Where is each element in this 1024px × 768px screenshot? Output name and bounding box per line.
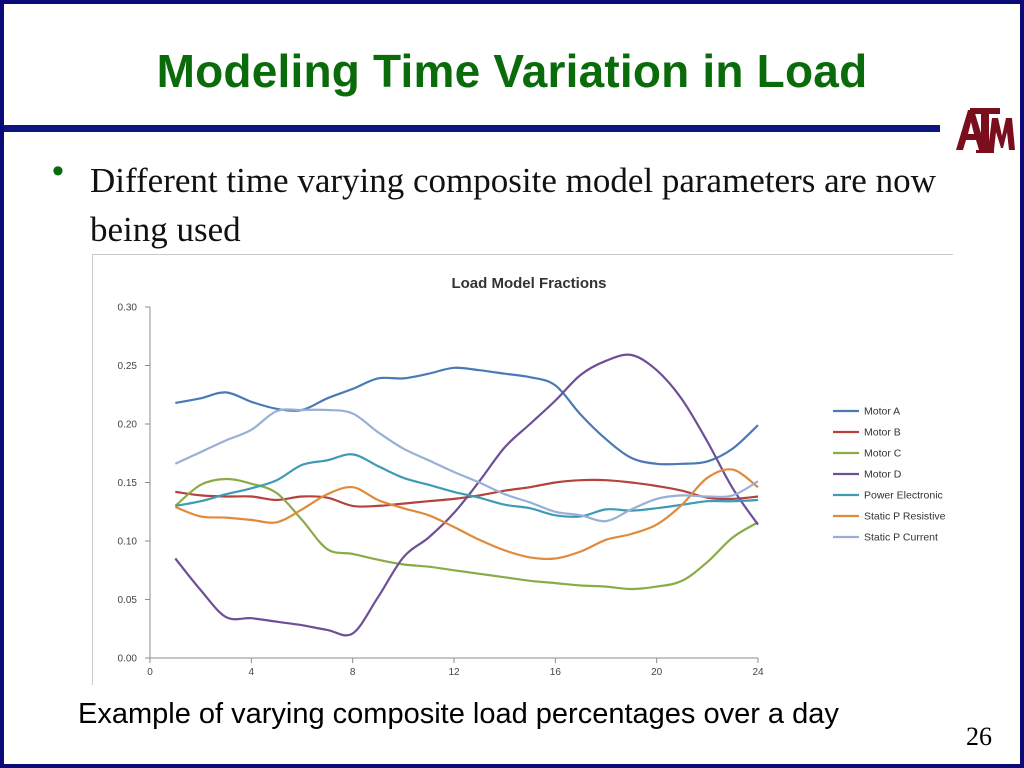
y-tick-label: 0.30 [118, 303, 138, 314]
x-tick-label: 4 [249, 667, 255, 678]
chart-frame: Load Model Fractions 0.00 0.05 0.10 0.15 0.20… [92, 254, 953, 685]
legend-label-motor-c: Motor C [864, 448, 902, 460]
title-rule [4, 125, 940, 132]
y-tick-label: 0.15 [118, 478, 138, 489]
page-number: 26 [966, 722, 992, 751]
x-tick-label: 24 [752, 667, 764, 678]
y-tick-label: 0.05 [118, 595, 138, 606]
series-line-power-electronic [175, 453, 759, 518]
legend-label-static-p-resistive: Static P Resistive [864, 511, 946, 523]
chart-title: Load Model Fractions [451, 275, 606, 292]
bullet-text: Different time varying composite model p… [90, 161, 936, 249]
x-tick-label: 0 [147, 667, 153, 678]
x-tick-label: 20 [651, 667, 663, 678]
x-tick-label: 16 [550, 667, 562, 678]
legend-label-motor-b: Motor B [864, 427, 901, 439]
series-line-static-p-current [174, 408, 759, 523]
slide-title: Modeling Time Variation in Load [156, 45, 868, 97]
series-line-static-p-resistive [174, 468, 759, 561]
legend-label-motor-a: Motor A [864, 406, 900, 418]
chart-caption: Example of varying composite load percen… [78, 698, 839, 730]
x-tick-label: 8 [350, 667, 356, 678]
load-model-chart: Load Model Fractions 0.00 0.05 0.10 0.15 0.20… [118, 275, 946, 678]
y-tick-label: 0.20 [118, 420, 138, 431]
bullet-marker: • [52, 152, 64, 190]
legend-label-static-p-current: Static P Current [864, 532, 938, 544]
series-line-motor-d [174, 353, 759, 637]
series-line-motor-a [175, 366, 759, 466]
y-tick-label: 0.10 [118, 537, 138, 548]
slide: Modeling Time Variation in Load • Differ… [4, 4, 1020, 764]
legend-label-motor-d: Motor D [864, 469, 902, 481]
series-line-motor-b [175, 478, 759, 508]
y-tick-label: 0.00 [118, 654, 138, 665]
x-tick-label: 12 [448, 667, 460, 678]
series-line-motor-c [174, 477, 759, 591]
university-logo [956, 108, 1015, 153]
y-tick-label: 0.25 [118, 361, 138, 372]
legend-label-power-electronic: Power Electronic [864, 490, 943, 502]
